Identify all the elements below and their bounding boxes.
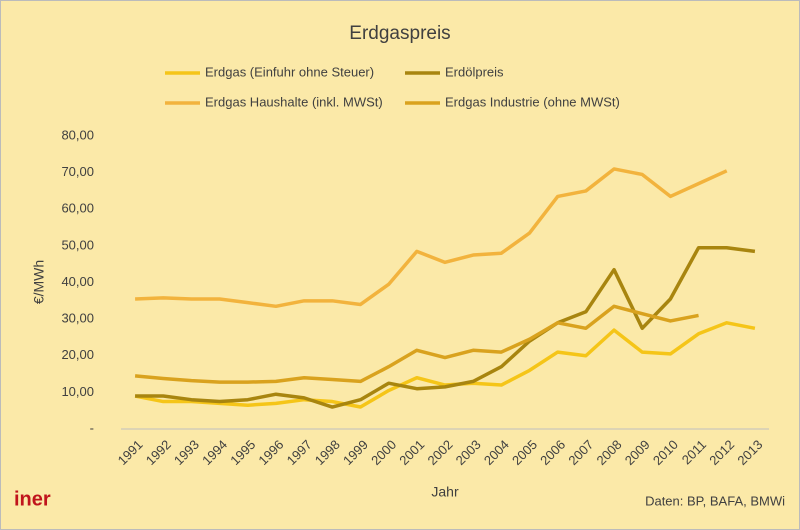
line	[135, 245, 756, 409]
legend-label: Erdölpreis	[445, 64, 504, 79]
x-axis-label: Jahr	[431, 484, 459, 500]
y-tick-label: 30,00	[61, 311, 94, 326]
y-tick-label: 70,00	[61, 164, 94, 179]
chart-title: Erdgaspreis	[349, 23, 450, 44]
y-tick-label: 10,00	[61, 384, 94, 399]
y-tick-label: 40,00	[61, 274, 94, 289]
line	[135, 167, 728, 309]
legend-label: Erdgas (Einfuhr ohne Steuer)	[205, 64, 374, 79]
y-tick-label: 60,00	[61, 201, 94, 216]
line	[134, 304, 699, 384]
y-tick-label: 20,00	[61, 347, 94, 362]
y-tick-label: 50,00	[61, 237, 94, 252]
y-tick-label: 80,00	[61, 127, 94, 142]
logo: iner	[14, 488, 51, 510]
y-tick-label: -	[90, 420, 94, 435]
source: Daten: BP, BAFA, BMWi	[645, 493, 785, 508]
legend-label: Erdgas Haushalte (inkl. MWSt)	[205, 94, 383, 109]
y-axis-label: €/MWh	[31, 260, 47, 304]
line	[134, 321, 756, 409]
legend-label: Erdgas Industrie (ohne MWSt)	[445, 94, 620, 109]
